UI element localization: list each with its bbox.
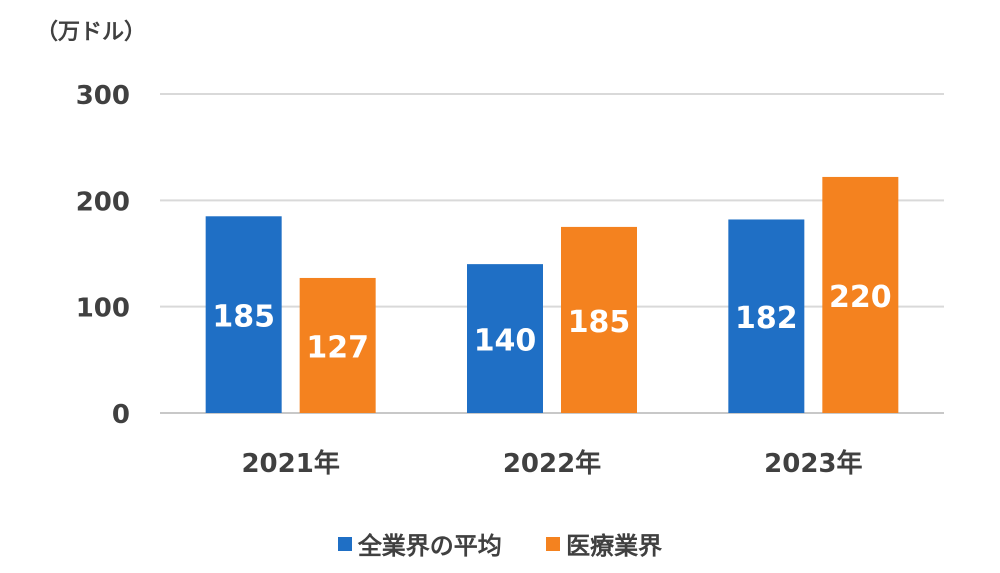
bar [561,226,637,413]
data-label: 185 [568,305,631,340]
legend-label-all-industries: 全業界の平均 [357,532,502,560]
bar [822,176,899,413]
data-label: 220 [829,280,892,315]
bar [299,277,376,413]
y-tick-label: 200 [76,187,130,217]
data-label: 182 [735,301,798,336]
legend-swatch-healthcare [546,536,561,551]
data-label: 185 [212,300,275,335]
legend-item-all-industries: 全業界の平均 [337,526,502,561]
x-tick-label: 2022年 [503,448,601,479]
y-tick-label: 0 [112,400,130,430]
legend-item-healthcare: 医療業界 [546,526,662,561]
legend: 全業界の平均 医療業界 [0,526,1000,561]
y-tick-label: 300 [76,81,130,111]
bar [467,264,543,413]
bar [205,216,282,413]
y-tick-label: 100 [76,294,130,324]
data-label: 140 [474,324,537,359]
data-label: 127 [306,330,369,365]
unit-label: （万ドル） [36,20,147,45]
legend-label-healthcare: 医療業界 [566,532,663,560]
bar [728,219,805,413]
legend-swatch-all-industries [337,536,352,551]
bar-chart: 0 100 200 300 185 127 2021年 140 185 2022年 182 220 20… [76,81,944,479]
x-tick-label: 2021年 [241,448,339,479]
x-tick-label: 2023年 [764,448,862,479]
